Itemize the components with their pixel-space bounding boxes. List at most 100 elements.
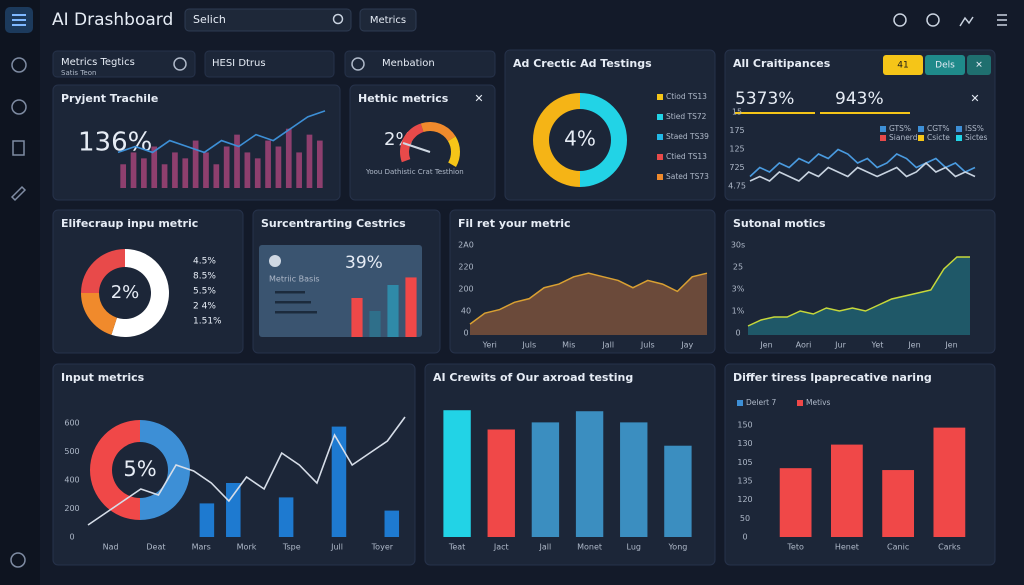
donut-segment bbox=[533, 93, 580, 187]
nav-icon[interactable] bbox=[10, 552, 26, 568]
x-axis-label: Yeri bbox=[482, 341, 497, 350]
x-axis-label: Teto bbox=[786, 543, 804, 552]
y-axis-label: 40 bbox=[461, 307, 471, 316]
x-axis-label: Jact bbox=[493, 543, 509, 552]
metric-card bbox=[259, 245, 422, 337]
legend-swatch bbox=[657, 94, 663, 100]
close-icon[interactable]: ✕ bbox=[970, 92, 979, 105]
pill[interactable] bbox=[344, 50, 496, 78]
bar bbox=[316, 140, 323, 188]
pill-icon bbox=[351, 57, 365, 71]
bar bbox=[306, 134, 313, 188]
nav-icon[interactable] bbox=[12, 140, 25, 156]
subtitle: Yoou Dathistic Crat Testhion bbox=[365, 168, 464, 176]
search-box[interactable] bbox=[184, 8, 352, 32]
bar bbox=[779, 468, 812, 537]
tab[interactable] bbox=[967, 55, 991, 75]
y-axis-label: 400 bbox=[64, 476, 79, 485]
bar bbox=[199, 503, 215, 537]
x-axis-label: Jay bbox=[680, 341, 693, 350]
bar bbox=[254, 158, 261, 188]
nav-icon[interactable] bbox=[10, 185, 27, 202]
tab[interactable] bbox=[883, 55, 923, 75]
y-axis-label: 135 bbox=[737, 477, 752, 486]
donut-segment bbox=[447, 136, 460, 167]
note: 8.5% bbox=[193, 272, 216, 282]
x-axis-label: Yet bbox=[871, 341, 884, 350]
value-underline bbox=[735, 112, 815, 114]
tab[interactable] bbox=[925, 55, 965, 75]
area bbox=[748, 257, 970, 335]
big-value: 943% bbox=[835, 89, 884, 109]
panel-title: Pryjent Trachile bbox=[61, 92, 158, 105]
header-icon[interactable] bbox=[997, 14, 1007, 26]
x-axis-label: Toyer bbox=[371, 543, 394, 552]
card-icon bbox=[269, 255, 281, 267]
x-axis-label: Tspe bbox=[282, 543, 301, 552]
bar bbox=[387, 285, 399, 337]
x-axis-label: Aori bbox=[796, 341, 812, 350]
y-axis-label: 500 bbox=[64, 447, 79, 456]
bar bbox=[331, 426, 347, 537]
bar bbox=[285, 128, 292, 188]
y-axis-label: 25 bbox=[733, 263, 743, 272]
donut-segment bbox=[580, 93, 627, 187]
card-list-line bbox=[275, 291, 305, 294]
menu-icon bbox=[12, 14, 26, 26]
x-axis-label: Yong bbox=[667, 543, 687, 552]
nav-icon[interactable] bbox=[11, 57, 27, 73]
y-axis-label: 0 bbox=[735, 329, 740, 338]
legend-swatch bbox=[797, 400, 803, 406]
header-icon[interactable] bbox=[959, 16, 974, 27]
legend-swatch bbox=[880, 135, 886, 141]
panel-title: Ad Crectic Ad Testings bbox=[513, 57, 652, 70]
header-icon[interactable] bbox=[893, 13, 907, 27]
pill[interactable] bbox=[204, 50, 335, 78]
big-value: 5373% bbox=[735, 89, 794, 109]
bar bbox=[664, 445, 692, 537]
line bbox=[117, 110, 326, 154]
panel bbox=[52, 209, 244, 354]
legend-swatch bbox=[657, 114, 663, 120]
area-line bbox=[469, 272, 708, 325]
legend-label: GTS% bbox=[889, 124, 911, 133]
pill-label: Metrics Tegtics bbox=[61, 57, 135, 68]
y-axis-label: 30s bbox=[731, 241, 745, 250]
legend-swatch bbox=[880, 126, 886, 132]
bar bbox=[234, 134, 240, 188]
pill-sublabel: Satis Teon bbox=[61, 69, 96, 77]
y-axis-label: 3% bbox=[732, 285, 745, 294]
x-axis-label: Jen bbox=[907, 341, 920, 350]
header-icon[interactable] bbox=[926, 13, 940, 27]
legend-swatch bbox=[657, 154, 663, 160]
nav-icon[interactable] bbox=[11, 99, 27, 115]
donut-segment bbox=[81, 249, 125, 293]
donut-label: 4% bbox=[564, 127, 596, 151]
y-axis-label: 200 bbox=[458, 285, 473, 294]
x-axis-label: Jull bbox=[330, 543, 343, 552]
search-text: Selich bbox=[193, 13, 226, 26]
legend-swatch bbox=[737, 400, 743, 406]
y-axis-label: 1% bbox=[732, 307, 745, 316]
x-axis-label: Mork bbox=[237, 543, 257, 552]
bar bbox=[275, 146, 282, 188]
metrics-button[interactable] bbox=[359, 8, 417, 32]
sidebar bbox=[0, 0, 40, 585]
x-axis-label: Monet bbox=[577, 543, 602, 552]
legend-swatch bbox=[918, 126, 924, 132]
bar bbox=[192, 140, 199, 188]
close-icon[interactable]: ✕ bbox=[474, 92, 483, 105]
legend-swatch bbox=[956, 126, 962, 132]
bar bbox=[182, 158, 189, 188]
legend-label: Delert 7 bbox=[746, 398, 776, 407]
pill[interactable] bbox=[52, 50, 196, 78]
x-axis-label: Nad bbox=[103, 543, 119, 552]
tab-close: ✕ bbox=[975, 61, 983, 71]
bar bbox=[575, 411, 604, 537]
y-axis-label: 4.75 bbox=[728, 182, 746, 191]
big-value: 136% bbox=[78, 128, 152, 158]
x-axis-label: Jall bbox=[539, 543, 552, 552]
x-axis-label: Jur bbox=[834, 341, 846, 350]
bar bbox=[531, 422, 560, 537]
